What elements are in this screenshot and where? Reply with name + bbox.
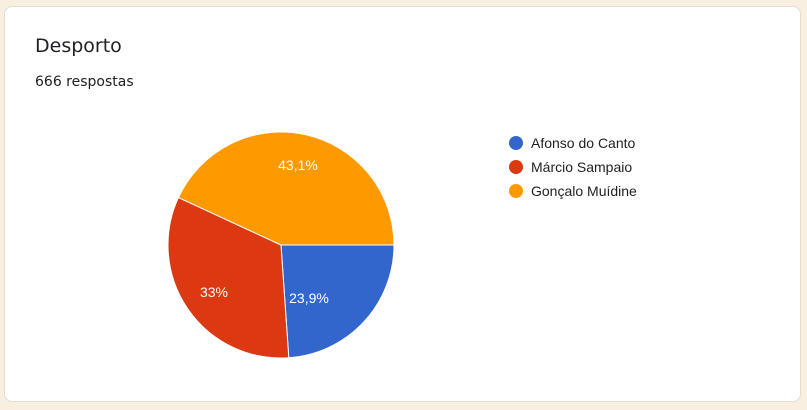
slice-label: 33% <box>200 284 228 300</box>
legend-label: Márcio Sampaio <box>531 159 633 175</box>
legend-item[interactable]: Afonso do Canto <box>509 131 637 155</box>
slice-label: 43,1% <box>278 157 318 173</box>
legend-item[interactable]: Gonçalo Muídine <box>509 179 637 203</box>
slice-label: 23,9% <box>289 290 329 306</box>
pie-slice[interactable] <box>167 196 290 359</box>
legend-dot <box>509 160 523 174</box>
pie-slice[interactable] <box>280 244 395 359</box>
pie-slice[interactable] <box>177 131 395 246</box>
legend-dot <box>509 136 523 150</box>
response-count: 666 respostas <box>35 74 134 90</box>
legend: Afonso do Canto Márcio Sampaio Gonçalo M… <box>509 131 637 203</box>
chart-card: Desporto 666 respostas <box>4 6 801 402</box>
question-title: Desporto <box>35 35 122 57</box>
legend-label: Afonso do Canto <box>531 135 636 151</box>
legend-dot <box>509 184 523 198</box>
legend-item[interactable]: Márcio Sampaio <box>509 155 637 179</box>
legend-label: Gonçalo Muídine <box>531 183 637 199</box>
